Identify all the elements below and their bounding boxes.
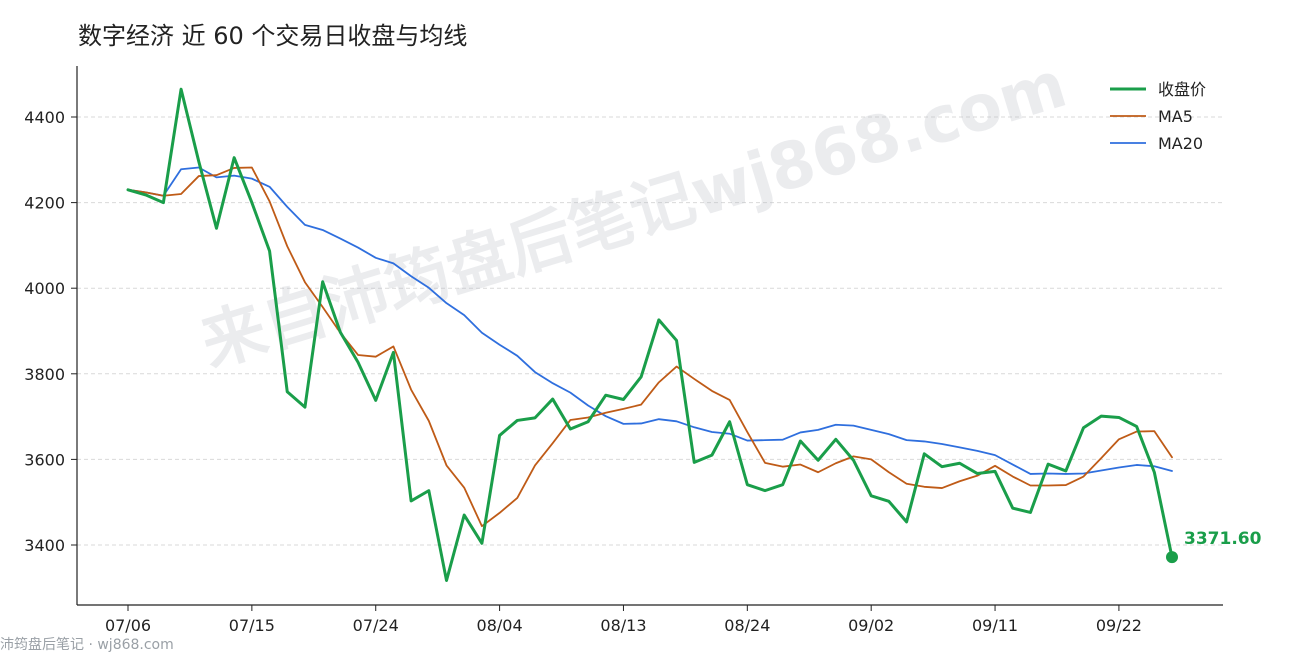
y-tick-label: 4000 <box>24 279 65 298</box>
legend: 收盘价 MA5 MA20 <box>1110 80 1206 153</box>
x-tick-label: 07/24 <box>353 616 399 635</box>
series-line-ma20 <box>127 166 1173 475</box>
y-tick-label: 3600 <box>24 450 65 469</box>
y-ticks: 3400 3600 3800 4000 4200 4400 <box>24 108 77 555</box>
legend-label: MA20 <box>1158 134 1203 153</box>
last-value-label: 3371.60 <box>1184 529 1262 549</box>
x-tick-label: 08/24 <box>724 616 770 635</box>
y-tick-label: 4200 <box>24 194 65 213</box>
footer-text: 沛筠盘后笔记 · wj868.com <box>0 637 174 653</box>
series-lines <box>126 87 1174 583</box>
axes <box>76 66 1223 606</box>
y-tick-label: 3800 <box>24 365 65 384</box>
x-tick-label: 09/22 <box>1096 616 1142 635</box>
x-tick-label: 09/02 <box>848 616 894 635</box>
x-tick-label: 08/04 <box>477 616 523 635</box>
y-tick-label: 3400 <box>24 536 65 555</box>
chart-title: 数字经济 近 60 个交易日收盘与均线 <box>78 22 467 50</box>
series-line-ma5 <box>127 166 1173 528</box>
legend-label: MA5 <box>1158 107 1193 126</box>
last-point: 3371.60 <box>1166 529 1262 564</box>
x-ticks: 07/06 07/15 07/24 08/04 08/13 08/24 09/02 09/11… <box>105 605 1142 635</box>
y-tick-label: 4400 <box>24 108 65 127</box>
last-point-marker <box>1166 551 1178 564</box>
series-line-close <box>126 87 1174 583</box>
watermark-text: 来自沛筠盘后笔记wj868.com <box>193 48 1075 382</box>
x-tick-label: 08/13 <box>600 616 646 635</box>
x-tick-label: 07/15 <box>229 616 275 635</box>
legend-label: 收盘价 <box>1158 80 1206 99</box>
x-tick-label: 09/11 <box>972 616 1018 635</box>
x-tick-label: 07/06 <box>105 616 151 635</box>
grid <box>77 116 1223 546</box>
